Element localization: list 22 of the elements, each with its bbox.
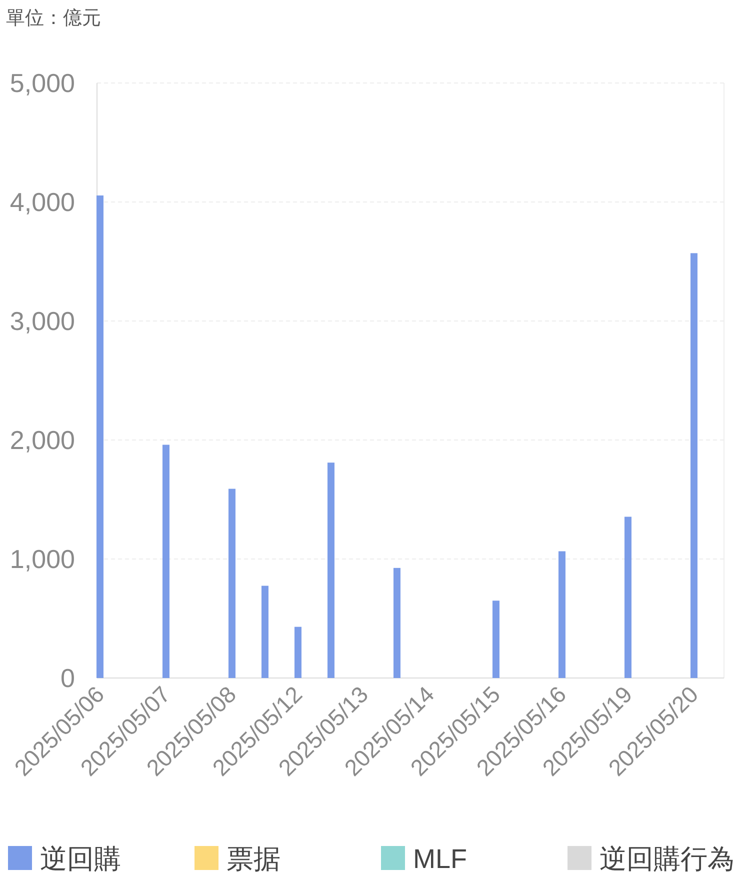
y-tick-label: 0 (60, 663, 75, 693)
bar (558, 551, 566, 678)
bar (393, 568, 400, 678)
bar (294, 626, 302, 678)
bar (228, 488, 236, 678)
y-axis-title: 單位：億元 (6, 8, 101, 29)
legend-label: 逆回購 (40, 844, 121, 874)
legend-label: 票据 (226, 844, 280, 874)
bar (162, 444, 170, 678)
y-tick-label: 5,000 (10, 68, 75, 98)
y-tick-label: 1,000 (10, 544, 75, 574)
bar (624, 516, 632, 678)
bar (96, 195, 104, 678)
legend-label: MLF (413, 844, 467, 874)
bar (690, 253, 698, 678)
bar (327, 462, 334, 678)
y-tick-label: 4,000 (10, 187, 75, 217)
legend-label: 逆回購行為 (600, 844, 734, 874)
y-tick-label: 3,000 (10, 306, 75, 336)
y-tick-label: 2,000 (10, 425, 75, 455)
bar (492, 600, 500, 678)
bar (261, 586, 268, 678)
